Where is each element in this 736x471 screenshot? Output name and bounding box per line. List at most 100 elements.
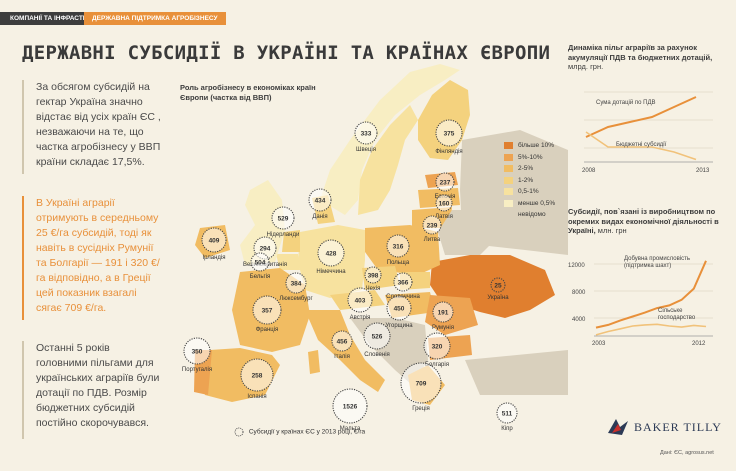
subsidy-value: 504 [255,260,266,267]
subsidy-circle [386,234,410,258]
europe-map: 333Швеція375Фінляндія237Естонія160Латвія… [182,64,568,432]
subsidy-circle [285,272,307,294]
country-label: Латвія [435,214,453,220]
subsidy-circle [435,119,463,147]
subsidy-value: 409 [209,238,220,245]
country-label: Ірландія [202,255,225,261]
divider-line [22,80,24,174]
source-note: Дані: ЄС, agrosus.net [660,450,714,456]
subsidy-value: 709 [416,381,427,388]
legend-swatch [504,199,513,207]
map-norway [320,64,460,215]
subsidy-circle [250,252,270,272]
country-label: Словенія [364,352,390,358]
subsidy-circle [252,295,282,325]
chart1-unit: млрд. грн. [568,62,604,71]
map-turkey [465,350,568,395]
legend-swatch [504,176,513,184]
lead-paragraph-2: В Україні аграрії отримують в середньому… [36,197,160,314]
country-label: Німеччина [316,269,346,275]
subsidy-value: 320 [432,344,443,351]
subsidy-circle [354,121,378,145]
country-label: Франція [256,327,279,333]
country-label: Україна [487,295,509,301]
country-label: Чехія [366,286,381,292]
subsidy-circle [317,239,345,267]
map-netherlands [282,230,300,252]
chart2-series-line-2 [595,323,707,336]
map-belgium [276,254,300,270]
legend-item: 5%-10% [504,152,555,164]
country-label: Португалія [182,367,212,373]
subsidy-value: 258 [252,373,263,380]
map-sardinia [308,350,320,374]
legend-label: 1-2% [518,176,534,184]
subsidy-circle [364,266,382,284]
subsidy-value: 434 [315,198,326,205]
legend-item: 0,5-1% [504,186,555,198]
chart1-title-text: Динаміка пільг аграріїв за рахунок акуму… [568,43,713,62]
chart2-y-tick: 8000 [572,290,586,296]
chart2-y-tick: 4000 [572,317,586,323]
page-title: ДЕРЖАВНІ СУБСИДІЇ В УКРАЇНІ ТА КРАЇНАХ Є… [22,42,551,64]
subsidy-circle [386,295,412,321]
subsidy-circle [363,322,391,350]
subsidy-value: 403 [355,298,366,305]
subsidy-circle [183,337,211,365]
chart2-y-tick: 12000 [568,263,585,269]
country-label: Люксембург [279,296,313,302]
subsidy-caption-text: Субсидії у країнах ЄС у 2013 році, €/га [248,428,366,436]
legend-label: 5%-10% [518,153,543,161]
divider-line [22,341,24,439]
country-label: Австрія [350,315,371,321]
logo-icon [608,419,628,435]
country-label: Фінляндія [435,149,462,155]
subsidy-value: 237 [440,180,451,187]
tab-state-support[interactable]: ДЕРЖАВНА ПІДТРИМКА АГРОБІЗНЕСУ [84,12,226,25]
subsidy-circle [308,188,332,212]
subsidy-value: 398 [368,273,379,280]
legend-item: 2-5% [504,163,555,175]
subsidy-circle [271,206,295,230]
subsidy-value: 384 [291,281,302,288]
country-label: Греція [412,406,430,412]
chart1-series-line-1 [585,96,697,138]
subsidy-value: 294 [260,246,271,253]
legend-item: невідомо [504,209,555,221]
legend-item: більше 10% [504,140,555,152]
subsidy-circle [435,194,453,212]
legend-swatch [504,188,513,196]
chart1-x-start: 2008 [582,168,596,174]
subsidy-value: 526 [372,334,383,341]
lead-paragraph-1: За обсягом субсидій на гектар Україна зн… [36,81,161,168]
subsidy-circles: 333Швеція375Фінляндія237Естонія160Латвія… [182,119,518,432]
subsidy-circle [432,301,454,323]
subsidy-circle [332,388,368,424]
legend-label: 0,5-1% [518,188,539,196]
country-label: Нідерланди [267,232,300,238]
subsidy-value: 160 [439,201,450,208]
dotted-circle-icon [234,427,244,437]
lead-paragraph-3: Останні 5 років головними пільгами для у… [36,342,160,429]
subsidy-circle [331,330,353,352]
subsidy-value: 357 [262,308,273,315]
country-label: Італія [334,354,350,360]
subsidy-circle [400,362,442,404]
subsidy-value: 25 [494,283,502,290]
country-label: Іспанія [247,394,266,400]
legend-label: 2-5% [518,165,534,173]
chart2-series-line-1 [595,260,707,329]
subsidy-circle [496,402,518,424]
subsidy-value: 1526 [343,404,358,411]
chart1-title: Динаміка пільг аграріїв за рахунок акуму… [568,43,723,72]
country-label: Польща [387,260,410,266]
chart2-series1-label: Добувна промисловість (підтримка шахт) [624,256,690,269]
chart2-series2-label: Сільське господарство [658,308,696,321]
chart1-svg: Сума дотацій по ПДВ Бюджетні субсидії 20… [582,91,713,174]
subsidy-circle [393,272,413,292]
chart2-svg: 12000 8000 4000 Добувна промисловість (пі… [568,256,713,347]
subsidy-circle [422,215,442,235]
legend-swatch [504,165,513,173]
chart2-title-text: Субсидії, пов`язані із виробництвом по о… [568,207,719,235]
map-belarus [438,210,500,255]
